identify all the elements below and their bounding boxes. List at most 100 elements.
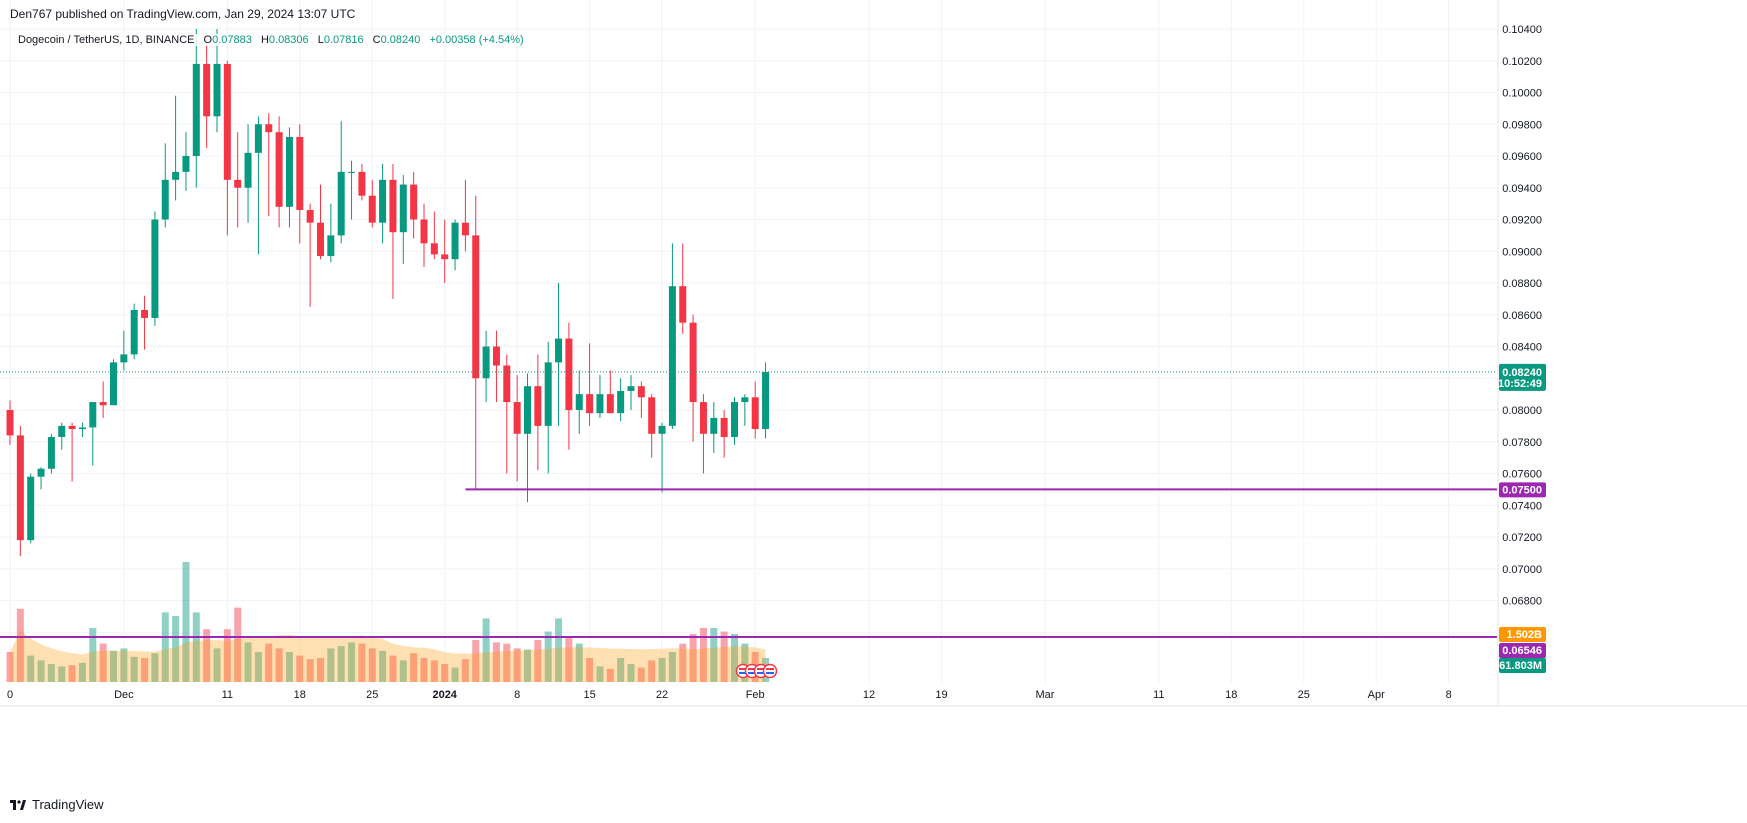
volume-bar: [27, 655, 35, 682]
volume-bar: [586, 658, 594, 682]
candle-body: [606, 394, 614, 414]
volume-bar: [254, 652, 262, 682]
volume-bar: [472, 640, 480, 682]
candle: [327, 203, 335, 263]
candle-body: [296, 136, 304, 210]
candle: [648, 394, 656, 458]
candle-body: [751, 397, 759, 430]
candle: [16, 425, 24, 557]
volume-bar: [668, 652, 676, 682]
candle-body: [451, 222, 459, 260]
price-candles: [6, 29, 770, 557]
volume-bar: [679, 643, 687, 682]
volume-bar: [368, 648, 376, 682]
volume-bar: [110, 650, 117, 682]
y-tick-label: 0.07000: [1502, 564, 1542, 576]
candle-body: [513, 402, 521, 434]
volume-bar: [596, 666, 604, 682]
candle-body: [234, 179, 242, 188]
volume-bar: [120, 648, 128, 682]
candle-body: [762, 371, 770, 430]
candle-body: [68, 425, 76, 430]
candle-body: [617, 390, 625, 414]
high-value: 0.08306: [268, 34, 309, 46]
candle: [244, 124, 252, 223]
candle: [627, 375, 635, 410]
volume-bar: [16, 608, 24, 682]
flag-stripe: [748, 672, 756, 674]
candle: [513, 375, 521, 482]
candle: [586, 343, 594, 426]
candle-body: [37, 468, 45, 477]
candle-body: [379, 179, 387, 223]
candle: [265, 113, 273, 217]
x-tick-label: 8: [1446, 689, 1452, 701]
volume-bar: [441, 664, 449, 682]
y-tick-label: 0.09400: [1502, 183, 1542, 195]
candle-body: [689, 322, 697, 403]
candle: [37, 467, 45, 490]
volume-ma-value: 1.502B: [1507, 629, 1543, 641]
candle-body: [441, 254, 449, 260]
candle: [451, 219, 459, 271]
candle-body: [192, 63, 200, 156]
candle-body: [492, 346, 500, 366]
event-markers[interactable]: [735, 663, 778, 679]
volume-bar: [524, 649, 531, 682]
volume-ma-area: [10, 630, 766, 682]
candle: [27, 473, 35, 544]
volume-value: 661.803M: [1493, 660, 1542, 672]
volume-line-tag-bg: [1499, 643, 1546, 658]
volume-bar: [461, 659, 469, 682]
candle-body: [358, 171, 366, 196]
candle-body: [141, 309, 149, 318]
volume-bar: [627, 664, 635, 682]
volume-bar: [741, 643, 749, 682]
candle-body: [637, 386, 645, 398]
x-tick-label: 11: [222, 689, 233, 701]
candle: [192, 29, 200, 188]
tradingview-footer[interactable]: TradingView: [10, 797, 104, 812]
candle: [99, 381, 107, 418]
x-tick-label: 22: [656, 689, 668, 701]
y-tick-label: 0.08800: [1502, 278, 1542, 290]
time-axis[interactable]: 0 Dec 11 18 25 2024 8 15 22 Feb 12 19 Mar 11 18 25 Apr 8: [7, 689, 1452, 701]
volume-bar: [710, 628, 718, 682]
candle: [699, 394, 707, 474]
volume-bar: [555, 618, 563, 682]
candle: [368, 179, 376, 228]
volume-bar: [296, 655, 304, 682]
y-tick-label: 0.07800: [1502, 437, 1542, 449]
support-value: 0.07500: [1502, 484, 1542, 496]
candle: [348, 160, 356, 220]
candle: [534, 354, 542, 471]
last-price-tag-bg: [1499, 363, 1546, 391]
candle-body: [575, 394, 583, 410]
economic-event-icon[interactable]: [762, 663, 778, 679]
candle: [254, 116, 262, 255]
volume-bar: [430, 660, 438, 682]
candle-body: [27, 476, 35, 541]
last-price-value: 0.08240: [1502, 367, 1542, 379]
volume-bar: [451, 667, 459, 682]
candle-body: [161, 179, 169, 220]
volume-bar: [89, 628, 97, 682]
volume-bar: [617, 658, 625, 682]
candle-body: [244, 152, 252, 188]
candle-body: [317, 222, 324, 257]
flag-stripe: [739, 668, 747, 670]
candle: [461, 179, 469, 252]
volume-bar: [58, 666, 66, 682]
candle: [503, 354, 511, 474]
candle: [689, 314, 697, 442]
x-tick-label: Mar: [1036, 689, 1055, 701]
volume-bar: [358, 643, 366, 682]
candle: [482, 330, 490, 403]
candle: [151, 211, 159, 326]
candle-body: [420, 219, 428, 244]
volume-bar: [513, 648, 521, 682]
candle: [337, 121, 345, 244]
candle: [120, 330, 128, 371]
y-tick-label: 0.07400: [1502, 500, 1542, 512]
